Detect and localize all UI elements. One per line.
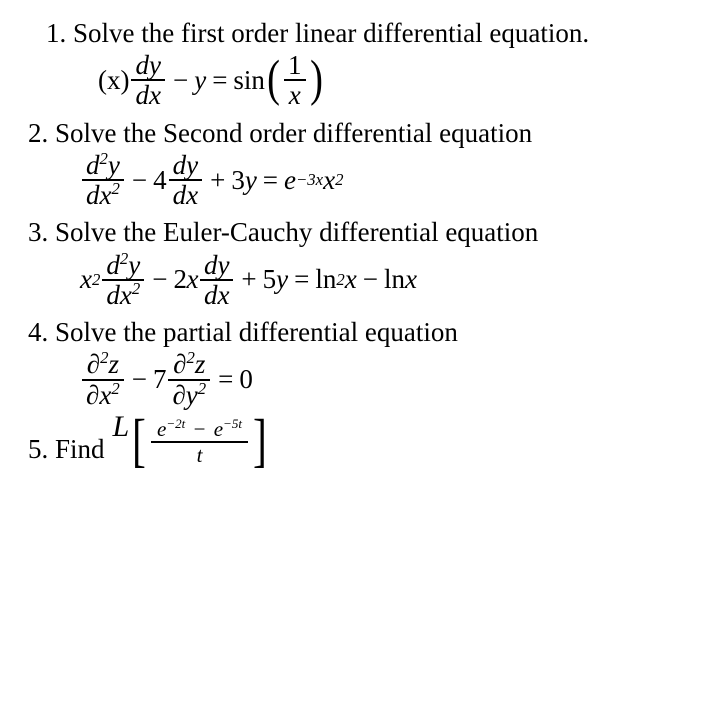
problem-2: 2. Solve the Second order differential e… [28,118,693,210]
p3-frac2: dy dx [200,251,233,310]
problem-4-text: 4. Solve the partial differential equati… [28,317,693,348]
problem-2-equation: d2y dx2 − 4 dy dx + 3y = e−3xx2 [28,151,693,210]
problem-2-text: 2. Solve the Second order differential e… [28,118,693,149]
p1-frac-dy-dx: dy dx [131,51,164,110]
problem-1-number: 1. [46,18,66,48]
problem-1-text: 1. Solve the first order linear differen… [46,18,693,49]
p4-frac2: ∂2z ∂y2 [168,350,210,409]
problem-1-statement: Solve the first order linear differentia… [73,18,589,48]
problem-4-number: 4. [28,317,48,347]
problem-set: 1. Solve the first order linear differen… [0,0,705,485]
p3-frac1: d2y dx2 [102,251,144,310]
problem-3: 3. Solve the Euler-Cauchy differential e… [28,217,693,309]
p1-prefix: (x) [98,65,129,96]
p2-frac1: d2y dx2 [82,151,124,210]
p1-paren: ( 1 x ) [265,51,325,110]
problem-1-equation: (x) dy dx − y = sin ( 1 x ) [46,51,693,110]
problem-4-statement: Solve the partial differential equation [55,317,458,347]
problem-5-number: 5. [28,434,48,464]
problem-5-statement: Find [55,434,105,464]
problem-5-row: 5. Find L [ e−2t − e−5t t ] [28,417,693,467]
problem-4-equation: ∂2z ∂x2 − 7 ∂2z ∂y2 = 0 [28,350,693,409]
p5-frac: e−2t − e−5t t [151,417,248,467]
problem-3-text: 3. Solve the Euler-Cauchy differential e… [28,217,693,248]
problem-3-equation: x2 d2y dx2 − 2x dy dx + 5y = ln2 x − ln … [28,251,693,310]
p1-frac-1-x: 1 x [284,51,306,110]
p5-brackets: [ e−2t − e−5t t ] [129,417,270,467]
problem-5: 5. Find L [ e−2t − e−5t t ] [28,417,693,467]
p2-frac2: dy dx [169,151,202,210]
problem-3-number: 3. [28,217,48,247]
problem-2-statement: Solve the Second order differential equa… [55,118,532,148]
problem-1: 1. Solve the first order linear differen… [28,18,693,110]
problem-2-number: 2. [28,118,48,148]
laplace-operator: L [113,410,130,445]
problem-3-statement: Solve the Euler-Cauchy differential equa… [55,217,538,247]
p4-frac1: ∂2z ∂x2 [82,350,124,409]
problem-4: 4. Solve the partial differential equati… [28,317,693,409]
